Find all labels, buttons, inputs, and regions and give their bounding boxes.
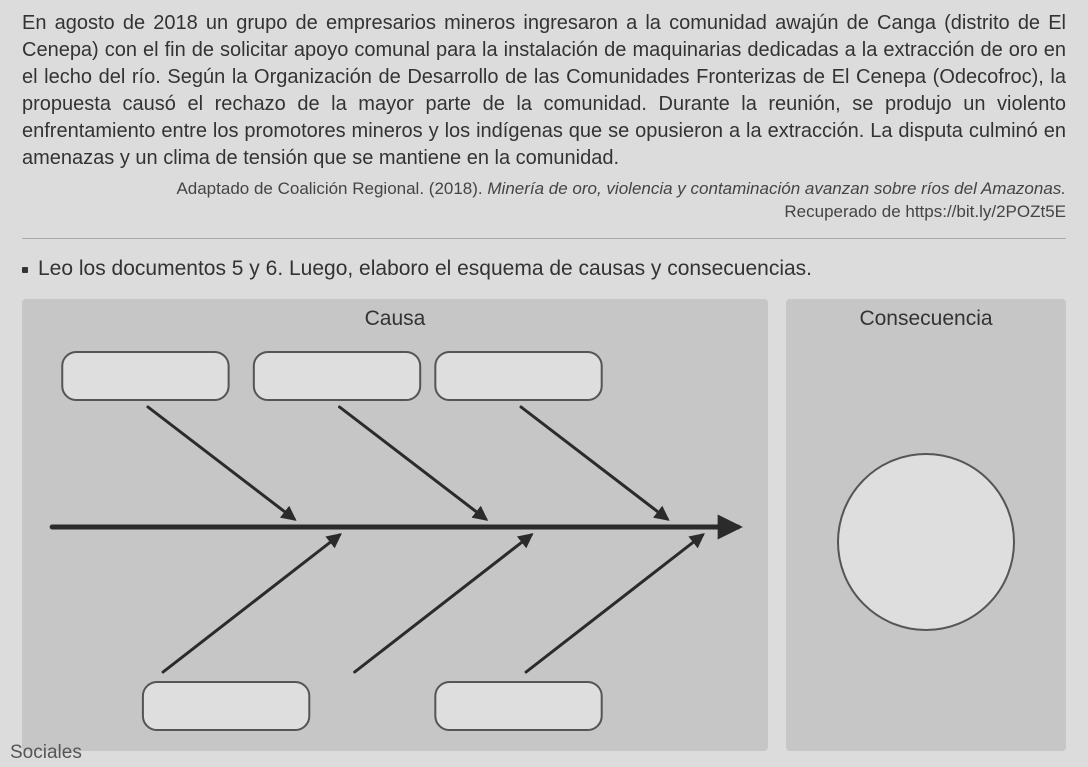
citation-title: Minería de oro, violencia y contaminació… <box>487 179 1066 198</box>
consequence-circle <box>796 337 1056 737</box>
consecuencia-title: Consecuencia <box>796 307 1056 331</box>
footer-label: Sociales <box>10 742 82 764</box>
fishbone-diagram <box>32 337 758 737</box>
citation-link: Recuperado de https://bit.ly/2POZt5E <box>784 202 1066 221</box>
citation-prefix: Adaptado de Coalición Regional. (2018). <box>176 179 487 198</box>
diagram-container: Causa Consecuencia <box>22 299 1066 751</box>
main-paragraph: En agosto de 2018 un grupo de empresario… <box>22 10 1066 172</box>
causa-title: Causa <box>32 307 758 331</box>
instruction-text: Leo los documentos 5 y 6. Luego, elaboro… <box>38 257 812 281</box>
consecuencia-panel: Consecuencia <box>786 299 1066 751</box>
section-divider <box>22 238 1066 239</box>
causa-panel: Causa <box>22 299 768 751</box>
bullet-icon <box>22 267 28 273</box>
citation: Adaptado de Coalición Regional. (2018). … <box>22 178 1066 224</box>
instruction-row: Leo los documentos 5 y 6. Luego, elaboro… <box>22 257 1066 281</box>
